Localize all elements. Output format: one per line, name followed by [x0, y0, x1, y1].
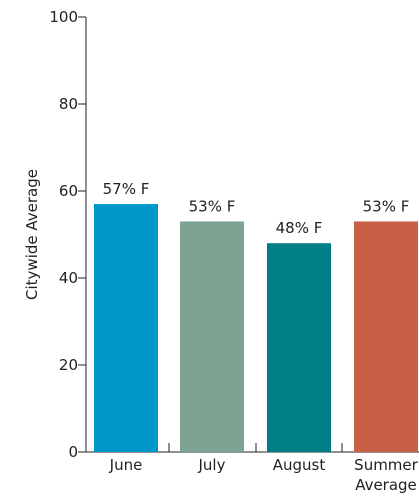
data-labels: 57% F 53% F 48% F 53% F: [103, 180, 410, 237]
bar-2: [180, 221, 244, 452]
y-tick-label: 20: [59, 356, 78, 374]
y-tick-label: 80: [59, 95, 78, 113]
x-category-label: June: [109, 456, 143, 474]
x-category-label: July: [198, 456, 226, 474]
data-label: 57% F: [103, 180, 150, 198]
bars: [94, 204, 418, 452]
y-axis-title: Citywide Average: [23, 169, 41, 300]
y-tick-label: 40: [59, 269, 78, 287]
y-tick-label: 60: [59, 182, 78, 200]
data-label: 48% F: [276, 219, 323, 237]
data-label: 53% F: [363, 197, 410, 215]
bar-1: [94, 204, 158, 452]
y-tick-label: 0: [68, 443, 78, 461]
data-label: 53% F: [189, 197, 236, 215]
bar-3: [267, 243, 331, 452]
y-tick-label: 100: [49, 8, 78, 26]
bar-4: [354, 221, 418, 452]
y-axis: 0 20 40 60 80 100: [49, 8, 87, 461]
x-category-label: Summer Average: [354, 456, 418, 494]
x-category-label: August: [273, 456, 326, 474]
x-axis: June July August Summer Average: [86, 443, 419, 494]
